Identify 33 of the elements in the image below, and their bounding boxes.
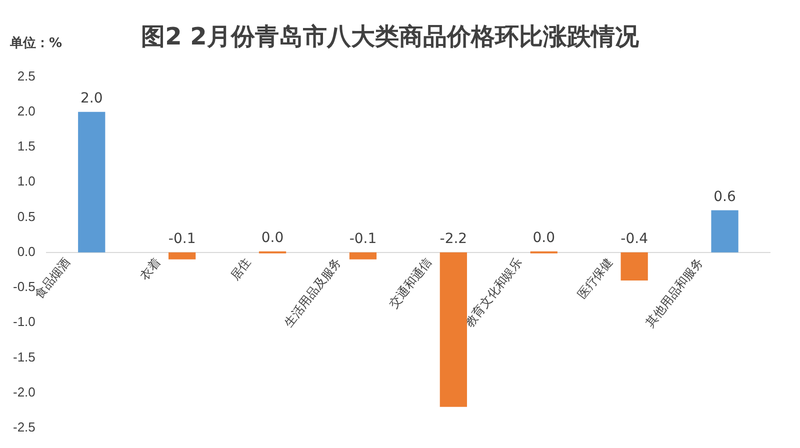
bar bbox=[168, 252, 196, 260]
y-tick-label: 1.0 bbox=[17, 174, 36, 189]
data-label: -0.1 bbox=[168, 231, 196, 248]
data-label: 0.6 bbox=[714, 188, 736, 205]
y-tick-label: -0.5 bbox=[12, 279, 36, 294]
y-tick-label: 2.5 bbox=[17, 68, 36, 84]
y-tick-label: -1.5 bbox=[12, 349, 36, 364]
x-tick-label: 居住 bbox=[228, 255, 254, 283]
x-tick-label: 生活用品及服务 bbox=[281, 255, 344, 330]
data-label: -2.2 bbox=[440, 231, 468, 248]
x-tick-label: 医疗保健 bbox=[574, 255, 616, 302]
chart-title: 图2 2月份青岛市八大类商品价格环比涨跌情况 bbox=[141, 22, 640, 51]
data-label: 2.0 bbox=[80, 90, 103, 107]
data-label: -0.1 bbox=[349, 231, 377, 248]
x-tick-label: 交通和通信 bbox=[386, 255, 434, 311]
y-tick-label: 0.5 bbox=[17, 208, 36, 224]
bar bbox=[440, 252, 467, 407]
y-axis-title: 单位：% bbox=[10, 35, 62, 52]
y-tick-label: 2.0 bbox=[17, 104, 36, 118]
bar bbox=[711, 210, 738, 252]
x-tick-label: 衣着 bbox=[137, 255, 164, 283]
bar bbox=[349, 252, 377, 260]
y-tick-label: 0.0 bbox=[17, 244, 36, 259]
y-tick-label: -2.0 bbox=[12, 384, 36, 400]
y-tick-label: 1.5 bbox=[17, 138, 36, 154]
bar bbox=[620, 252, 648, 280]
bar bbox=[78, 112, 106, 252]
y-tick-label: -1.0 bbox=[12, 314, 36, 330]
x-tick-label: 其他用品和服务 bbox=[643, 255, 706, 330]
data-label: 0.0 bbox=[261, 230, 284, 246]
data-label: -0.4 bbox=[620, 231, 648, 248]
y-tick-label: -2.5 bbox=[12, 420, 36, 435]
data-label: 0.0 bbox=[532, 230, 556, 246]
